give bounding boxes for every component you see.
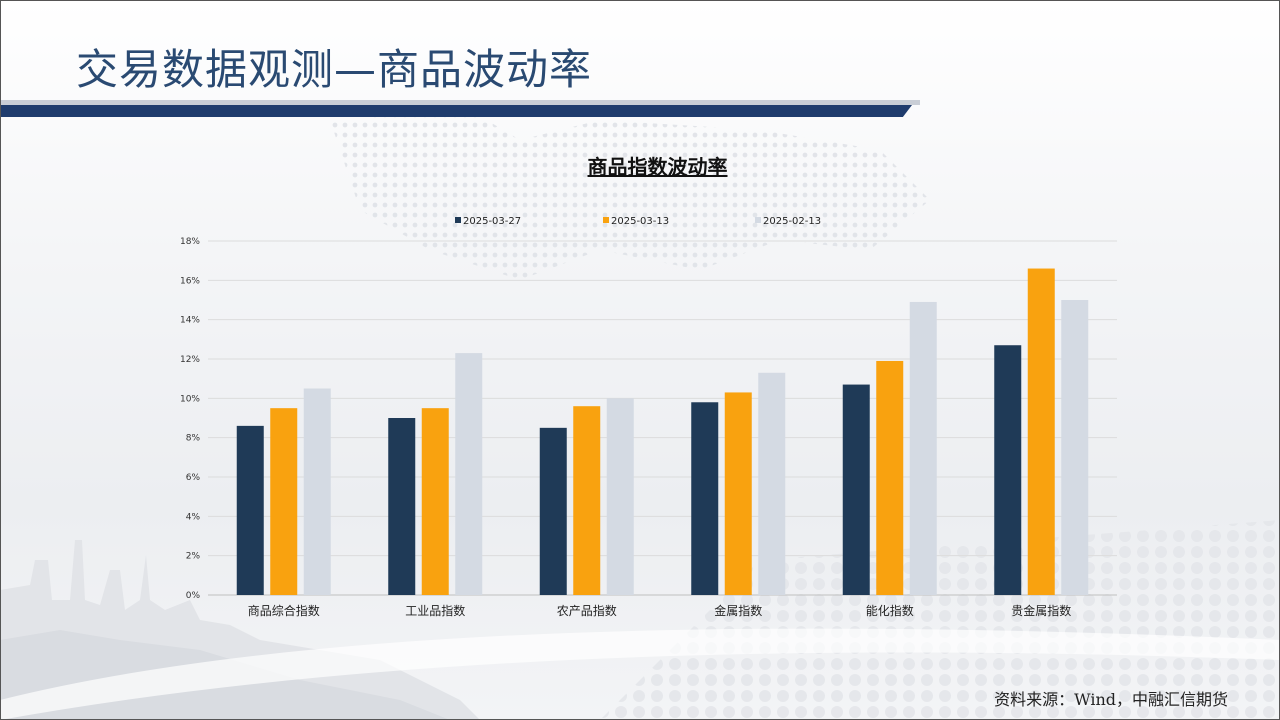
y-tick-label: 14% <box>180 316 200 326</box>
bar <box>1027 268 1055 595</box>
y-tick-label: 2% <box>186 552 201 562</box>
x-tick-label: 工业品指数 <box>405 603 465 618</box>
bar <box>236 425 264 595</box>
bar <box>909 301 937 595</box>
chart-title: 商品指数波动率 <box>587 155 728 179</box>
y-tick-label: 8% <box>186 434 201 444</box>
legend-label: 2025-02-13 <box>763 216 821 227</box>
bar <box>421 408 449 595</box>
bar <box>455 353 483 595</box>
title-rule <box>0 105 912 117</box>
y-tick-label: 10% <box>180 394 200 404</box>
x-tick-label: 商品综合指数 <box>248 603 320 618</box>
bar <box>876 360 904 595</box>
legend-label: 2025-03-13 <box>611 216 669 227</box>
y-tick-label: 4% <box>186 512 201 522</box>
title-rule-light <box>0 100 920 105</box>
x-tick-label: 金属指数 <box>714 603 762 618</box>
x-tick-label: 农产品指数 <box>557 603 617 618</box>
source-note: 资料来源：Wind，中融汇信期货 <box>994 690 1228 709</box>
bar <box>758 372 786 595</box>
y-tick-label: 16% <box>180 276 200 286</box>
bar <box>842 384 870 595</box>
legend-swatch <box>755 217 761 223</box>
y-tick-label: 18% <box>180 237 200 247</box>
bar <box>539 427 567 595</box>
title-bar: 交易数据观测—商品波动率 <box>0 0 1280 118</box>
bar <box>388 418 416 595</box>
bar <box>1061 300 1089 595</box>
y-tick-label: 12% <box>180 355 200 365</box>
bar <box>724 392 752 595</box>
bar <box>303 388 331 595</box>
page-title: 交易数据观测—商品波动率 <box>76 45 593 94</box>
legend-swatch <box>455 217 461 223</box>
x-tick-label: 贵金属指数 <box>1011 603 1071 618</box>
legend-label: 2025-03-27 <box>463 216 521 227</box>
y-tick-label: 6% <box>186 473 201 483</box>
bar <box>270 408 298 595</box>
bar <box>994 345 1022 595</box>
bar <box>573 406 601 595</box>
bar <box>691 402 719 595</box>
x-tick-label: 能化指数 <box>866 603 914 618</box>
y-tick-label: 0% <box>186 591 201 601</box>
legend-swatch <box>603 217 609 223</box>
bar <box>606 398 634 595</box>
